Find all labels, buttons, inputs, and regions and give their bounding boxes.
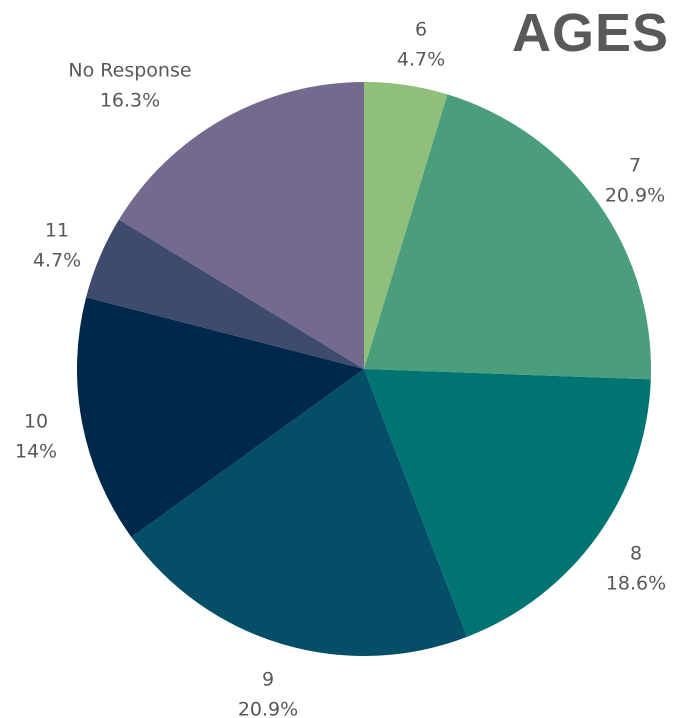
- slice-value-label: 16.3%: [100, 90, 160, 112]
- slice-label: 8 18.6%: [606, 543, 666, 595]
- slice-category-label: 8: [630, 543, 642, 565]
- slice-value-label: 20.9%: [238, 699, 298, 718]
- pie-slice-no-response: [118, 82, 364, 369]
- slice-value-label: 4.7%: [33, 250, 81, 272]
- slice-label: 6 4.7%: [397, 19, 445, 71]
- slice-category-label: 7: [629, 155, 641, 177]
- slice-category-label: 11: [45, 220, 69, 242]
- slice-category-label: 10: [24, 411, 48, 433]
- slice-label: 7 20.9%: [605, 155, 665, 207]
- slice-value-label: 20.9%: [605, 185, 665, 207]
- pie-slice-7: [364, 94, 652, 380]
- pie-slice-6: [364, 82, 448, 369]
- chart-title: AGES: [511, 3, 669, 63]
- slice-label: 9 20.9%: [238, 669, 298, 718]
- slice-label: 11 4.7%: [33, 220, 81, 272]
- slice-category-label: 6: [415, 19, 427, 41]
- slice-category-label: 9: [262, 669, 274, 691]
- pie-slice-10: [76, 297, 364, 538]
- slice-value-label: 4.7%: [397, 49, 445, 71]
- slice-value-label: 18.6%: [606, 573, 666, 595]
- pie-slice-11: [86, 219, 364, 369]
- slice-category-label: No Response: [68, 60, 191, 82]
- pie-slice-9: [131, 369, 468, 656]
- slice-label: No Response 16.3%: [68, 60, 191, 112]
- slice-value-label: 14%: [15, 441, 57, 463]
- pie-slice-8: [364, 369, 651, 637]
